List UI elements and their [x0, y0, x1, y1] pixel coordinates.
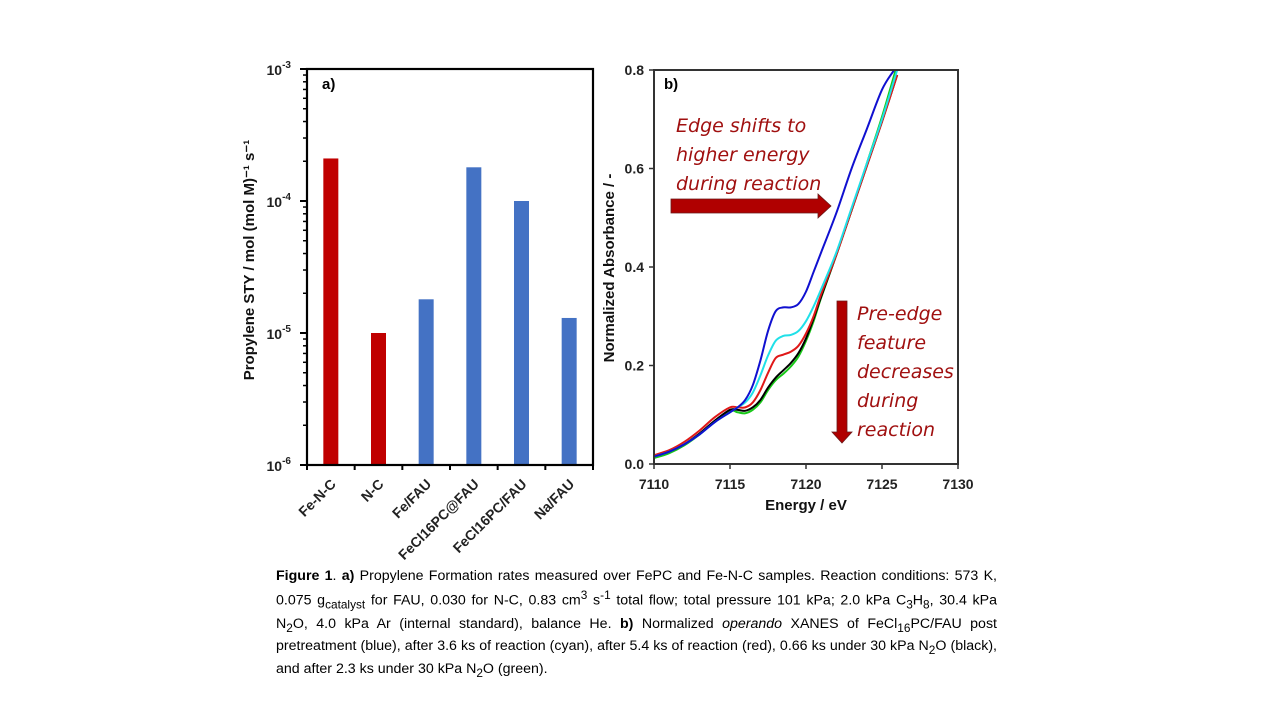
y-axis-label-b: Normalized Absorbance / - [601, 174, 618, 363]
lines-group [654, 70, 899, 460]
bar-fe-n-c [323, 158, 339, 466]
caption-sub: 8 [923, 597, 930, 612]
arrow-right-icon [670, 193, 832, 219]
y-tick-label: 0.4 [625, 259, 645, 275]
x-tick-label: FeCl16PC@FAU [395, 476, 482, 563]
caption-text: XANES of FeCl [782, 615, 898, 632]
plot-frame-b [653, 69, 959, 465]
line-chart-panel-b: 7110 7115 7120 7125 7130 0.0 0.2 0.4 0.6 0.8 b) N… [601, 62, 974, 514]
panel-label-b: b) [664, 76, 678, 93]
caption-sup: -1 [600, 588, 611, 602]
x-axis-label-b: Energy / eV [765, 497, 847, 514]
bar-na-fau [561, 317, 577, 465]
caption-italic: operando [722, 615, 783, 632]
y-tick-label: 10-5 [267, 324, 292, 342]
bar-n-c [371, 333, 386, 465]
caption-text: O, 4.0 kPa Ar (internal standard), balan… [292, 615, 620, 632]
caption-text: Normalized [633, 615, 723, 632]
bar-fe-fau [418, 299, 434, 465]
series-line-post-pretreatment [654, 70, 896, 458]
caption-sub: 2 [286, 620, 293, 635]
caption-a-label: a) [341, 568, 355, 584]
annotation-line: feature [857, 332, 926, 354]
annotation-line: during [857, 390, 918, 412]
x-tick-label: Fe-N-C [295, 476, 339, 520]
annotation-line: reaction [857, 419, 935, 441]
caption-b-label: b) [619, 615, 634, 632]
annotation-line: decreases [857, 361, 954, 383]
caption-sub: catalyst [325, 597, 366, 612]
y-tick-label: 0.2 [625, 358, 645, 374]
caption-sub: 2 [476, 666, 483, 681]
y-tick-label: 0.6 [625, 161, 645, 177]
x-tick-label: Fe/FAU [389, 476, 434, 521]
bars-group [323, 158, 577, 466]
annotation-edge-shift: Edge shifts to higher energy during reac… [670, 115, 832, 219]
caption-text: PC/FAU post pretreatment (blue), after 3… [276, 615, 997, 655]
x-tick-label: 7125 [866, 476, 897, 492]
caption-text: total flow; total pressure 101 kPa; 2.0 … [610, 592, 907, 609]
caption-sub: 16 [897, 620, 911, 635]
annotation-line: Edge shifts to [676, 115, 806, 137]
bar-chart-panel-a: 10-6 10-5 10-4 10-3 Fe-N-C N-C Fe/FAUFeCl16PC… [241, 60, 595, 563]
caption-text: , 30.4 kPa N [276, 592, 997, 632]
x-tick-label: Na/FAU [531, 476, 578, 523]
x-tick-label: 7120 [790, 476, 821, 492]
annotation-line: higher energy [676, 144, 810, 166]
plot-frame-a [305, 67, 595, 467]
x-tick-label: 7130 [942, 476, 973, 492]
caption-sub: 3 [906, 597, 913, 612]
x-tick-label: 7115 [715, 476, 746, 492]
bar-fecl16pc-fau [514, 201, 529, 465]
caption-text: Propylene Formation rates measured over … [276, 568, 997, 609]
panel-label-a: a) [322, 76, 335, 93]
caption-text: H [912, 592, 924, 609]
caption-sub: 2 [928, 643, 936, 658]
caption-text: O (black), and after 2.3 ks under 30 kPa… [276, 638, 997, 678]
y-tick-label: 0.0 [625, 456, 645, 472]
x-tick-label: 7110 [639, 476, 670, 492]
caption-text: O (green). [482, 661, 548, 678]
y-tick-label: 10-6 [267, 456, 292, 474]
annotation-line: during reaction [676, 173, 821, 195]
annotation-pre-edge: Pre-edge feature decreases during reacti… [831, 300, 954, 444]
y-tick-label: 10-4 [267, 192, 292, 210]
y-tick-label: 10-3 [267, 60, 292, 78]
caption-text: for FAU, 0.030 for N-C, 0.83 cm [365, 592, 581, 609]
y-axis-label-a: Propylene STY / mol (mol M)⁻¹ s⁻¹ [241, 140, 258, 381]
caption-figure-label: Figure 1 [276, 568, 333, 584]
figure-caption: Figure 1. a) Propylene Formation rates m… [276, 568, 997, 681]
caption-sup: 3 [580, 588, 588, 602]
arrow-down-icon [831, 300, 853, 444]
caption-text: s [587, 592, 601, 609]
y-axis-ticks-a: 10-6 10-5 10-4 10-3 [267, 60, 307, 474]
axis-ticks-b: 7110 7115 7120 7125 7130 0.0 0.2 0.4 0.6 0.8 [625, 62, 974, 492]
x-tick-label: N-C [358, 476, 387, 505]
bar-fecl16pc-fau [466, 167, 482, 466]
annotation-line: Pre-edge [857, 303, 942, 325]
y-tick-label: 0.8 [625, 62, 645, 78]
